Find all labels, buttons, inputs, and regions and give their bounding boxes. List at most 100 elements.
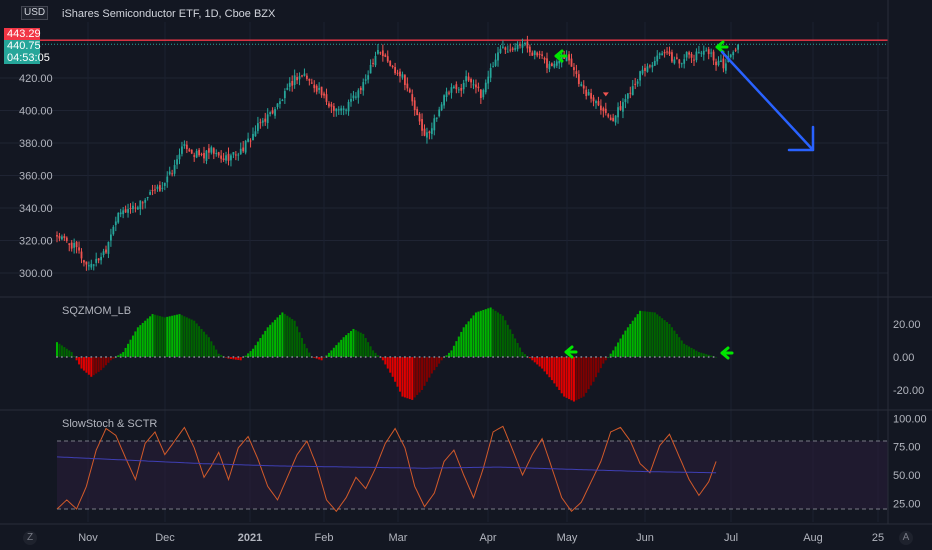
squeeze-dot — [291, 356, 294, 358]
squeeze-dot — [653, 356, 656, 358]
sqz-bar — [421, 357, 424, 390]
candle-body — [61, 236, 63, 240]
candle-body — [65, 237, 68, 241]
squeeze-dot — [315, 356, 318, 358]
sqz-bar — [124, 347, 127, 357]
squeeze-dot — [60, 356, 63, 358]
candle-body — [293, 75, 296, 85]
candle-body — [411, 94, 414, 102]
candle-body — [404, 75, 406, 86]
sqz-bar — [599, 357, 602, 369]
candle-body — [350, 98, 352, 102]
candle-body — [646, 66, 649, 72]
squeeze-dot — [413, 356, 416, 358]
sqz-bar — [136, 327, 139, 357]
sqz-bar — [695, 350, 698, 357]
sqz-bar — [271, 322, 274, 357]
squeeze-dot — [173, 356, 176, 358]
slowstoch-pane[interactable] — [56, 425, 888, 513]
timezone-button[interactable]: Z — [23, 531, 37, 545]
sqz-bar — [323, 357, 326, 358]
sqz-bar — [327, 352, 330, 357]
sqz-bar — [134, 331, 137, 357]
candle-body — [271, 110, 274, 114]
candle-body — [237, 154, 240, 156]
candle-body — [467, 76, 470, 81]
sqz-bar — [472, 315, 475, 357]
candle-body — [97, 258, 100, 261]
candle-body — [570, 58, 573, 67]
sqz-bar — [195, 323, 198, 357]
candle-body — [75, 241, 78, 248]
candle-body — [259, 122, 262, 124]
price-pane[interactable] — [36, 35, 888, 271]
sqz-bar — [528, 357, 531, 359]
sqz-bar — [350, 331, 352, 357]
squeeze-dot — [423, 356, 426, 358]
sqz-bar — [399, 357, 401, 392]
squeeze-dot — [555, 356, 558, 358]
sqz-bar — [411, 357, 414, 400]
currency-badge[interactable]: USD — [21, 6, 49, 20]
candle-body — [102, 251, 105, 256]
sqz-bar — [259, 338, 262, 357]
sqzmom-pane[interactable] — [56, 307, 734, 402]
sqz-bar — [156, 315, 159, 357]
axes: 300.00 320.00 340.00 360.00 380.00 400.00 420.… — [19, 73, 927, 544]
candle-body — [159, 185, 161, 191]
squeeze-dot — [531, 356, 534, 358]
sqz-bar — [68, 350, 71, 357]
candle-body — [105, 249, 107, 253]
sctr-line — [56, 456, 717, 474]
sqz-bar — [276, 317, 279, 357]
sqz-bar — [203, 331, 205, 357]
sqz-bar — [335, 345, 338, 357]
squeeze-dot — [158, 356, 161, 358]
candle-body — [636, 81, 639, 84]
sqz-bar — [308, 352, 311, 357]
candle-body — [587, 92, 590, 96]
candle-body — [95, 258, 98, 263]
candle-body — [345, 109, 347, 111]
sqz-bar — [587, 357, 590, 390]
sqz-bar — [239, 357, 242, 361]
squeeze-dot — [457, 356, 460, 358]
candle-body — [203, 153, 205, 159]
candle-body — [656, 55, 659, 62]
sqz-bar — [626, 327, 629, 357]
sqz-bar — [450, 350, 453, 357]
sqz-bar — [448, 352, 450, 357]
sqz-bar — [570, 357, 573, 401]
sqz-bar — [131, 335, 134, 357]
candle-body — [695, 51, 698, 61]
squeeze-dot — [252, 356, 254, 358]
squeeze-dot — [296, 356, 299, 358]
sqz-bar — [163, 317, 166, 357]
candle-body — [208, 148, 210, 153]
candle-body — [700, 52, 703, 54]
candle-body — [178, 154, 181, 160]
sqz-bar — [462, 327, 465, 357]
candle-body — [649, 65, 651, 67]
candle-body — [573, 67, 575, 71]
green-arrow-left — [715, 40, 729, 54]
candle-body — [234, 154, 237, 156]
candle-body — [555, 61, 558, 66]
y-tick-label: 25.00 — [893, 498, 921, 510]
candle-body — [705, 50, 708, 52]
candle-body — [337, 109, 340, 111]
y-tick-label: 75.00 — [893, 442, 921, 454]
candle-body — [575, 71, 578, 74]
sqz-bar — [188, 318, 191, 357]
candle-body — [590, 93, 592, 99]
squeeze-dot — [399, 356, 401, 358]
auto-scale-button[interactable]: A — [899, 531, 913, 545]
squeeze-dot — [658, 356, 661, 358]
y-tick-label: 50.00 — [893, 470, 921, 482]
squeeze-dot — [271, 356, 274, 358]
sqz-bar — [697, 352, 700, 357]
sqz-bar — [367, 342, 370, 357]
squeeze-dot — [697, 356, 700, 358]
candle-body — [163, 182, 166, 186]
